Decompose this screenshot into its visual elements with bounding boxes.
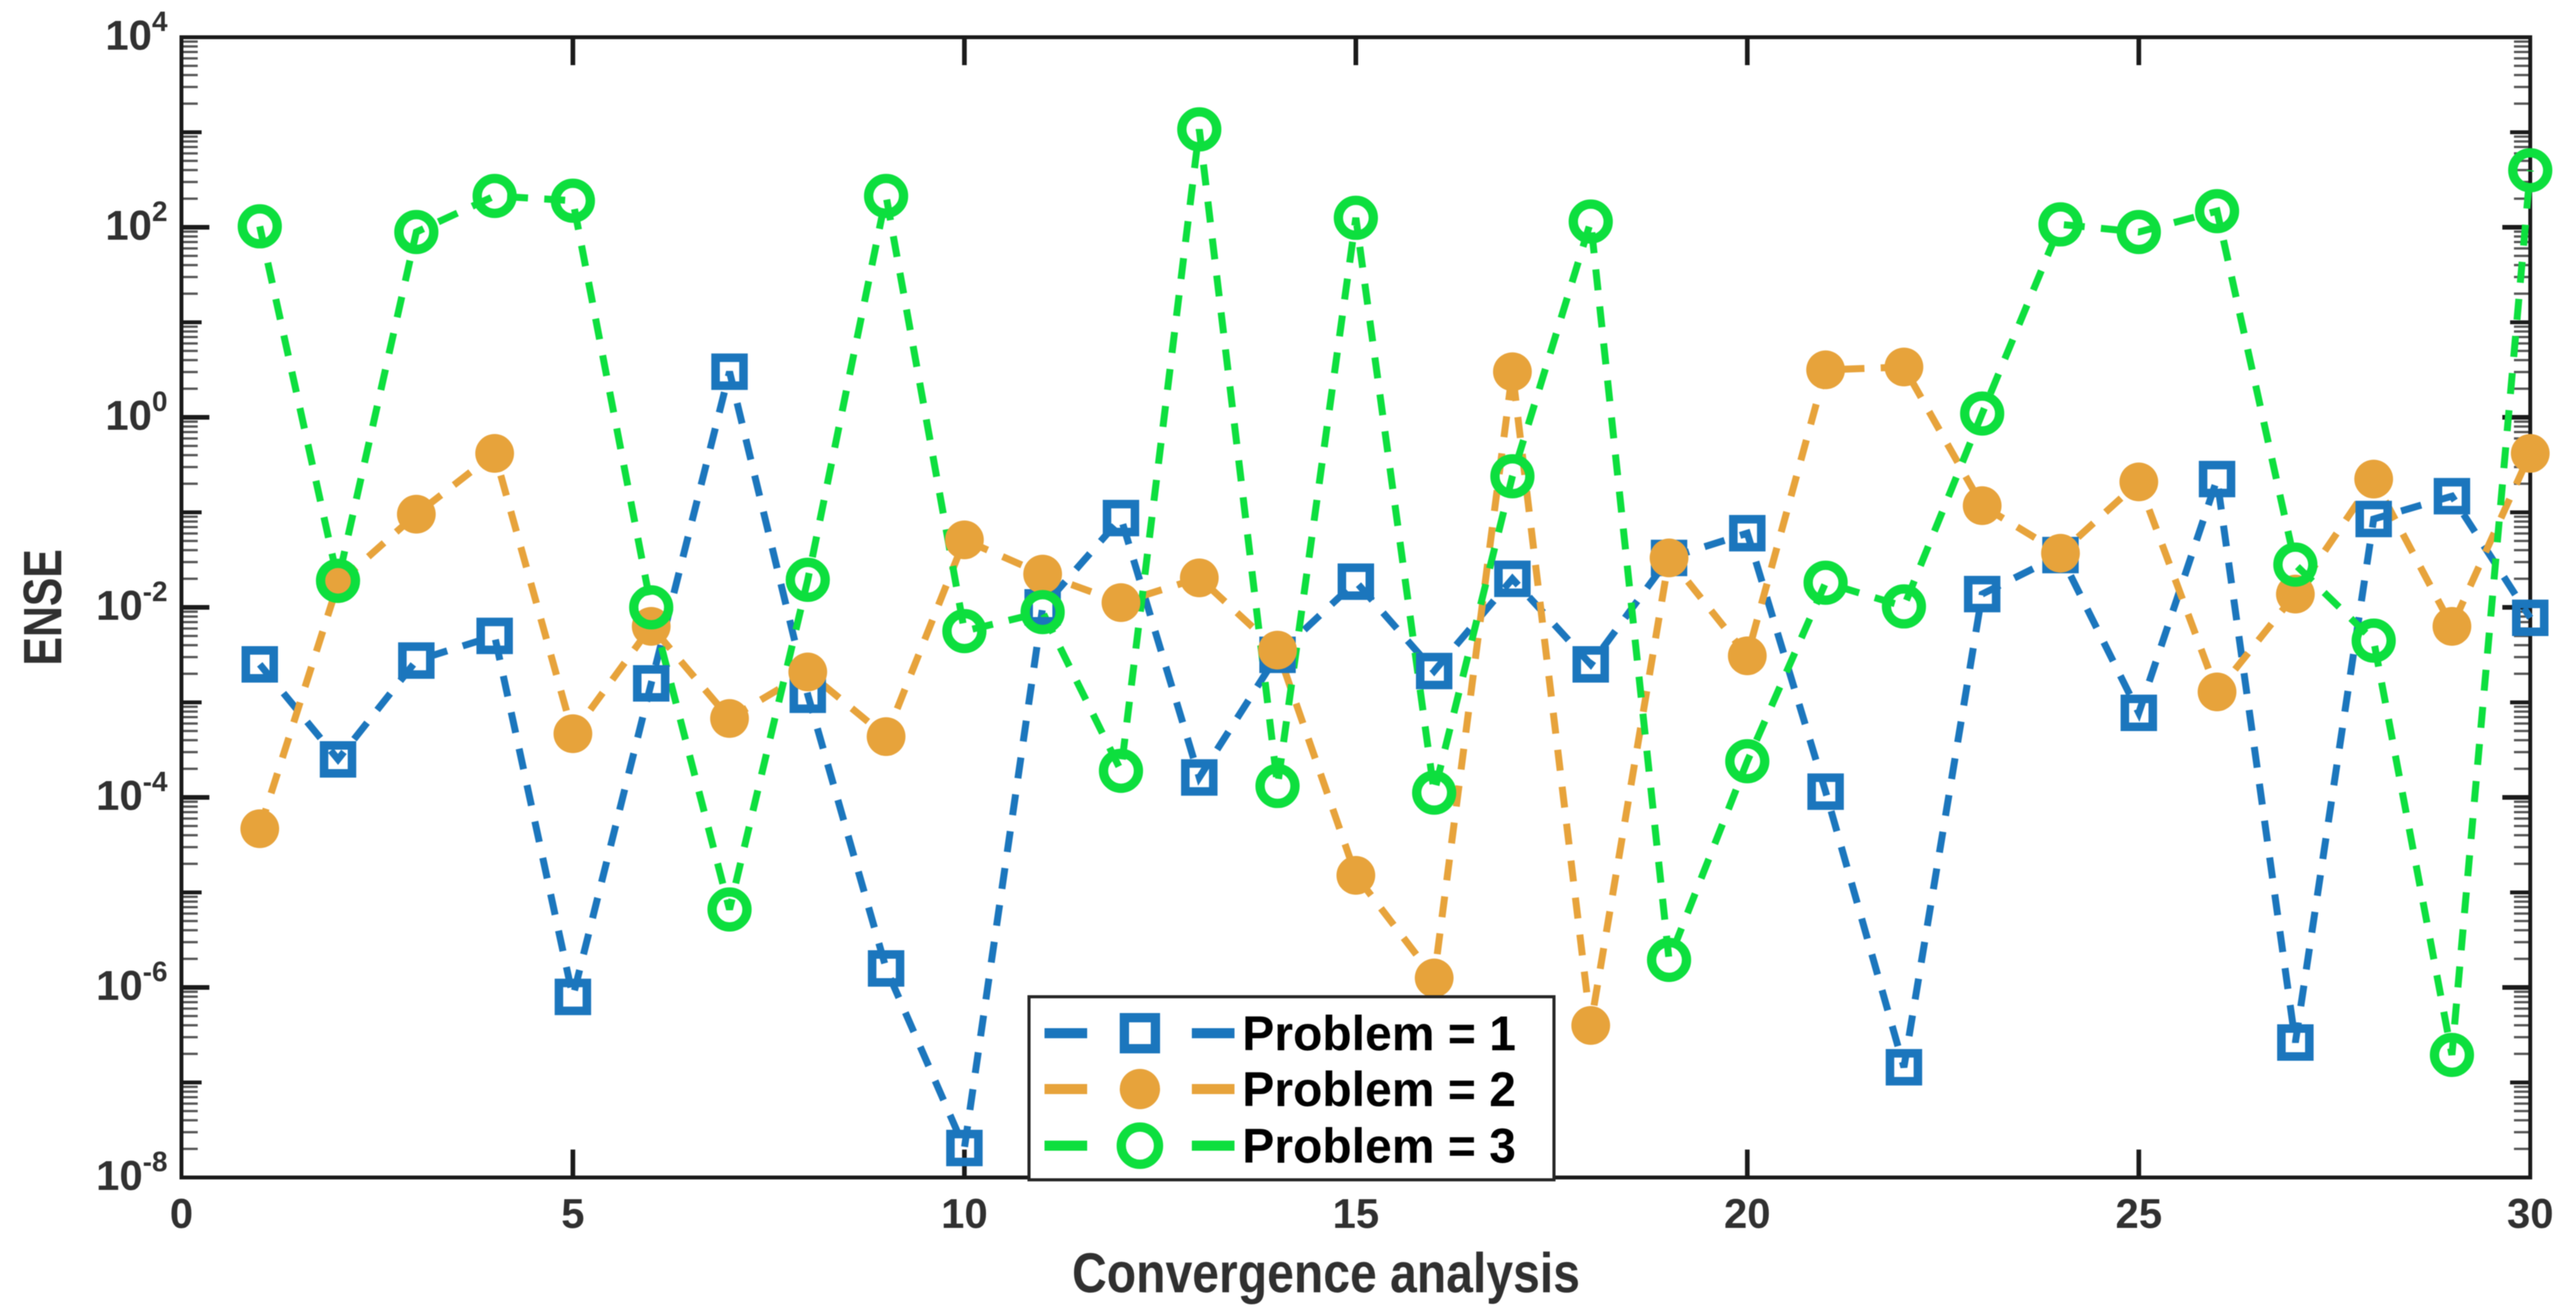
svg-text:Problem = 3: Problem = 3	[1242, 1119, 1516, 1174]
svg-text:Convergence analysis: Convergence analysis	[1072, 1243, 1580, 1305]
svg-text:15: 15	[1332, 1191, 1379, 1237]
svg-text:0: 0	[170, 1191, 193, 1237]
svg-text:104: 104	[105, 5, 167, 59]
svg-text:Problem = 2: Problem = 2	[1242, 1063, 1516, 1117]
svg-text:30: 30	[2507, 1191, 2554, 1237]
svg-text:ENSE: ENSE	[12, 549, 73, 666]
svg-text:Problem = 1: Problem = 1	[1242, 1007, 1516, 1061]
svg-text:10: 10	[941, 1191, 988, 1237]
svg-text:5: 5	[561, 1191, 585, 1237]
svg-text:20: 20	[1724, 1191, 1770, 1237]
svg-text:25: 25	[2115, 1191, 2162, 1237]
